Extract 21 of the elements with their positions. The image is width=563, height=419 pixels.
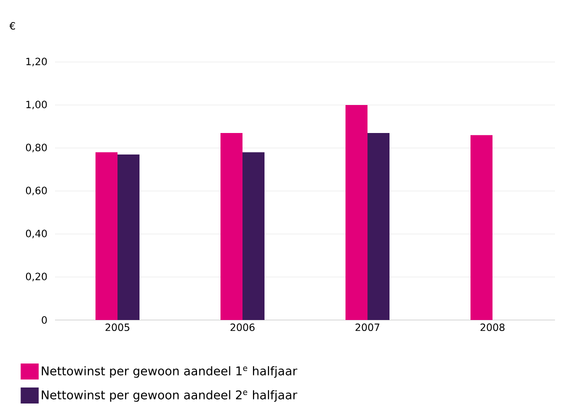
bar (470, 135, 493, 320)
y-tick-label: 1,00 (26, 100, 47, 110)
y-tick-label: 0,80 (26, 144, 47, 152)
y-tick-label: 1,20 (26, 58, 47, 66)
bar (368, 132, 390, 320)
x-tick-label: 2005 (106, 324, 130, 332)
legend-label: Nettowinst per gewoon aandeel 2$^{e}$ halfjaar (42, 390, 298, 402)
bar (242, 152, 265, 320)
y-tick-label: 0,20 (26, 272, 47, 282)
x-tick-label: 2006 (230, 324, 255, 332)
y-axis-title: € (9, 22, 16, 30)
y-tick-label: 0 (42, 316, 47, 324)
x-tick-label: 2008 (480, 324, 504, 332)
bar (118, 154, 140, 320)
legend-label: Nettowinst per gewoon aandeel 1$^{e}$ halfjaar (42, 366, 298, 378)
x-tick-label: 2007 (356, 324, 380, 332)
bar (346, 105, 368, 320)
bar (96, 152, 118, 320)
bar (220, 132, 242, 320)
y-tick-label: 0,40 (26, 230, 47, 238)
y-tick-label: 0,60 (26, 186, 47, 196)
